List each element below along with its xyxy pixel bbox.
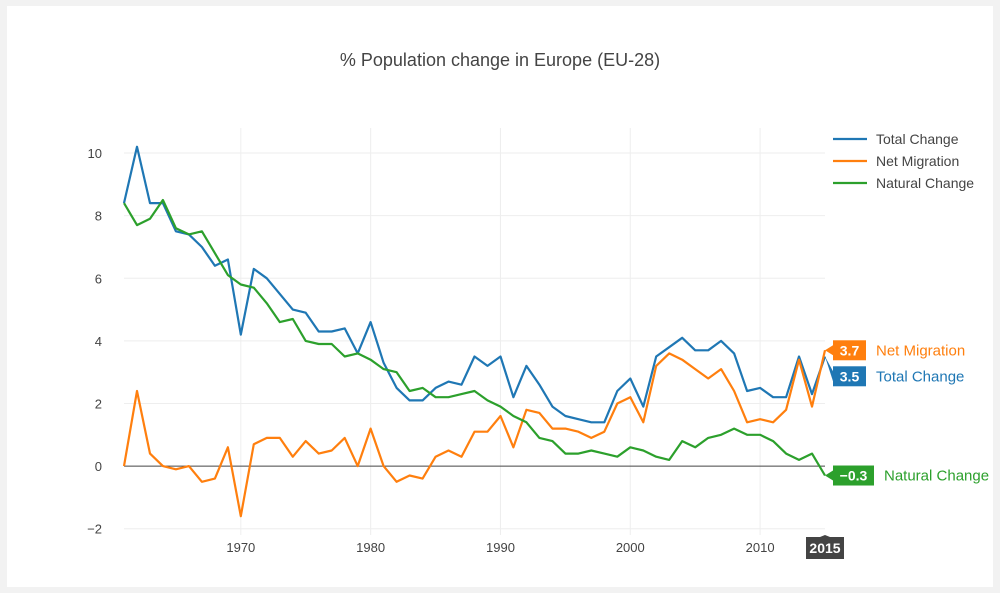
x-tick-label: 2010 <box>746 540 775 555</box>
y-tick-label: 10 <box>88 146 102 161</box>
y-tick-label: 0 <box>95 459 102 474</box>
series-line-total-change[interactable] <box>122 145 827 424</box>
y-tick-label: −2 <box>87 522 102 537</box>
end-value-total-change: 3.5 <box>840 368 860 384</box>
gridlines <box>124 128 825 535</box>
end-value-net-migration: 3.7 <box>840 342 860 358</box>
hover-x-badge <box>806 537 844 559</box>
end-labels: 3.7 Net Migration 3.5 Total Change −0.3 Natur… <box>806 340 989 559</box>
y-tick-label: 8 <box>95 209 102 224</box>
line-chart[interactable]: −2 0 2 4 6 8 10 1970 1980 1990 2000 2010 3.7 Net Mig… <box>7 6 993 587</box>
end-series-name-total-change: Total Change <box>876 368 964 385</box>
hover-x-pointer <box>820 535 830 537</box>
end-series-name-natural-change: Natural Change <box>884 468 989 485</box>
hover-x-label: 2015 <box>809 540 840 556</box>
axes: −2 0 2 4 6 8 10 1970 1980 1990 2000 2010 <box>87 146 825 555</box>
end-value-natural-change: −0.3 <box>840 468 868 484</box>
chart-card: −2 0 2 4 6 8 10 1970 1980 1990 2000 2010 3.7 Net Mig… <box>7 6 993 587</box>
y-tick-label: 4 <box>95 334 102 349</box>
legend[interactable]: Total Change Net Migration Natural Change <box>833 131 974 191</box>
end-badge-net-migration <box>833 340 866 361</box>
y-tick-label: 2 <box>95 397 102 412</box>
end-badge-pointer-total-change <box>825 356 833 382</box>
legend-label-net-migration[interactable]: Net Migration <box>876 153 959 169</box>
legend-label-natural-change[interactable]: Natural Change <box>876 175 974 191</box>
y-tick-label: 6 <box>95 271 102 286</box>
x-tick-label: 1990 <box>486 540 515 555</box>
end-series-name-net-migration: Net Migration <box>876 342 965 359</box>
legend-label-total-change[interactable]: Total Change <box>876 131 959 147</box>
end-badge-pointer-net-migration <box>825 345 833 356</box>
x-tick-label: 2000 <box>616 540 645 555</box>
end-badge-natural-change <box>833 465 874 486</box>
x-tick-label: 1980 <box>356 540 385 555</box>
x-tick-label: 1970 <box>226 540 255 555</box>
series-line-natural-change[interactable] <box>123 198 826 477</box>
chart-title: % Population change in Europe (EU-28) <box>340 50 660 70</box>
end-badge-total-change <box>833 366 866 387</box>
series-line-net-migration[interactable] <box>122 350 827 518</box>
end-badge-pointer-natural-change <box>825 470 833 481</box>
series-lines[interactable] <box>122 145 827 518</box>
